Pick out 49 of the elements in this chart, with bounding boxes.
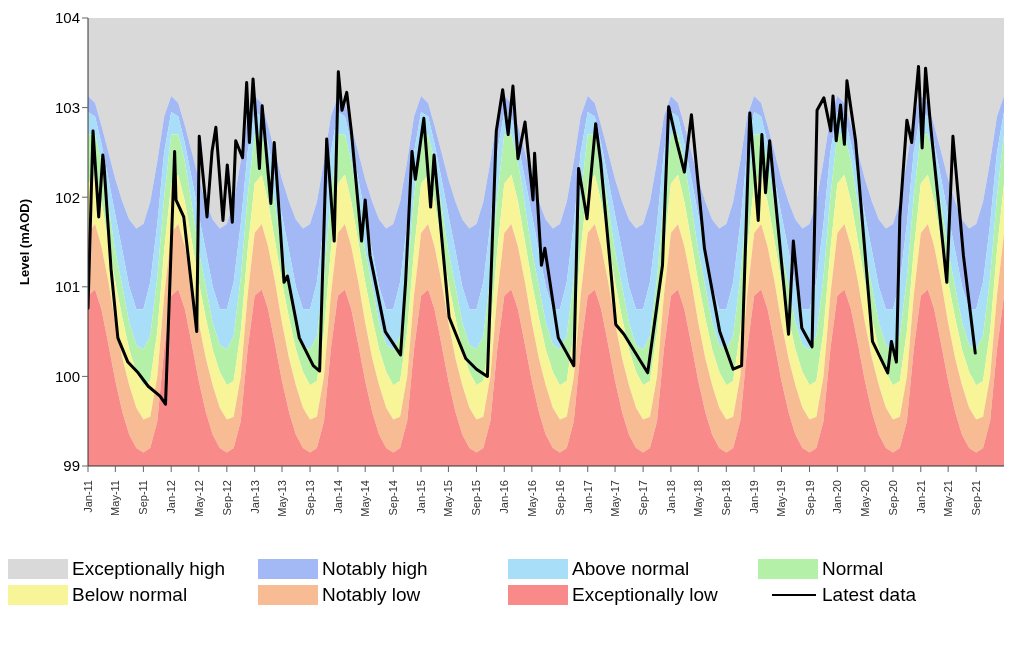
x-tick-label: Jan-19 — [748, 480, 761, 514]
x-tick-label: Sep-20 — [886, 480, 899, 516]
legend-label: Notably low — [322, 584, 421, 606]
x-tick-label: Jan-13 — [248, 480, 261, 514]
x-tick-label: Jan-17 — [581, 480, 594, 514]
legend-label: Exceptionally low — [572, 584, 718, 606]
x-tick-label: Sep-18 — [720, 480, 733, 516]
x-tick-label: Jan-15 — [415, 480, 428, 514]
legend-label: Exceptionally high — [72, 558, 226, 580]
x-tick-label: Sep-11 — [137, 480, 150, 515]
x-tick-label: May-19 — [775, 480, 788, 517]
x-tick-label: Sep-21 — [970, 480, 983, 516]
x-tick-label: May-11 — [109, 480, 122, 516]
x-tick-label: Sep-13 — [304, 480, 317, 516]
legend-label: Notably high — [322, 558, 428, 580]
x-tick-label: Jan-14 — [331, 480, 344, 514]
x-tick-label: Sep-19 — [803, 480, 816, 516]
x-tick-label: Jan-11 — [82, 480, 94, 513]
legend-label: Normal — [822, 558, 884, 580]
y-tick-label: 104 — [54, 9, 80, 27]
x-tick-label: Jan-21 — [914, 480, 927, 514]
legend-label: Below normal — [72, 584, 188, 606]
x-tick-label: Sep-14 — [387, 480, 400, 516]
x-tick-label: May-17 — [609, 480, 622, 517]
x-tick-label: May-12 — [192, 480, 205, 517]
x-tick-label: May-20 — [858, 480, 871, 517]
x-tick-label: Sep-15 — [470, 480, 483, 516]
x-tick-label: May-13 — [276, 480, 289, 517]
y-tick-label: 99 — [63, 457, 80, 475]
y-tick-label: 103 — [54, 98, 80, 116]
y-tick-label: 102 — [54, 188, 80, 206]
x-tick-label: Sep-17 — [637, 480, 650, 516]
x-tick-label: Jan-20 — [831, 480, 844, 514]
legend-label: Above normal — [572, 558, 690, 580]
x-tick-label: Jan-12 — [165, 480, 178, 514]
x-tick-label: Jan-16 — [498, 480, 511, 514]
legend-label: Latest data — [822, 584, 917, 606]
x-tick-label: Jan-18 — [664, 480, 677, 514]
x-tick-label: May-18 — [692, 480, 705, 517]
x-tick-label: Sep-16 — [553, 480, 566, 516]
y-axis-title: Level (mAOD) — [16, 199, 32, 285]
x-tick-label: May-16 — [525, 480, 538, 517]
x-tick-label: Sep-12 — [220, 480, 233, 516]
y-tick-label: 101 — [54, 278, 80, 296]
x-tick-label: May-14 — [359, 480, 372, 517]
x-tick-label: May-15 — [442, 480, 455, 517]
y-tick-label: 100 — [54, 367, 80, 385]
line-series — [88, 64, 977, 406]
x-tick-label: May-21 — [942, 480, 955, 517]
